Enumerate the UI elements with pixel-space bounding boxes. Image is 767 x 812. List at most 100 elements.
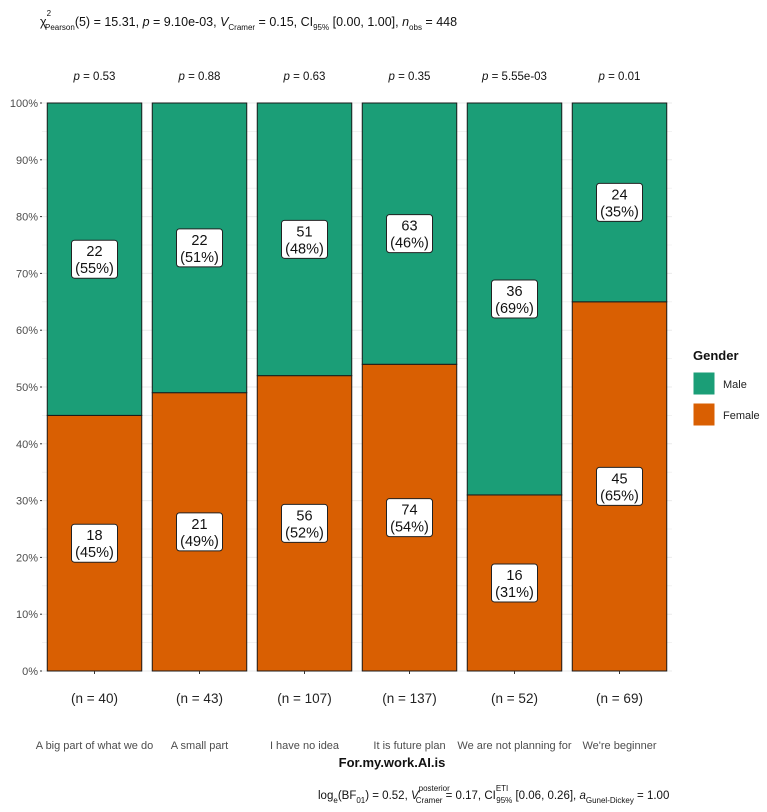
n-label: (n = 52) xyxy=(491,691,538,706)
data-label-percent: (51%) xyxy=(180,250,219,266)
data-label-male: 63(46%) xyxy=(386,214,433,254)
data-label-box xyxy=(71,523,118,563)
grid-lines xyxy=(42,102,672,672)
x-tick-label: We are not planning for xyxy=(457,740,571,752)
legend-swatch-male xyxy=(692,371,716,396)
data-label-count: 56 xyxy=(296,508,312,524)
legend-label-male: Male xyxy=(723,379,747,391)
title-chi-sup: 2 xyxy=(47,9,52,18)
cap-a-sym: a xyxy=(579,790,585,802)
n-label: (n = 137) xyxy=(382,691,436,706)
n-label: (n = 107) xyxy=(277,691,331,706)
data-label-percent: (65%) xyxy=(600,488,639,504)
p-value-label: p = 0.63 xyxy=(283,71,326,83)
data-label-percent: (48%) xyxy=(285,241,324,257)
data-label-count: 16 xyxy=(506,568,522,584)
p-value-label: p = 0.01 xyxy=(598,71,641,83)
title-n-rest: = 448 xyxy=(422,15,457,29)
data-label-male: 36(69%) xyxy=(491,279,538,319)
n-labels: (n = 40) (n = 43) (n = 107) (n = 137) (n = 5… xyxy=(71,691,643,706)
data-label-percent: (54%) xyxy=(390,520,429,536)
data-label-female: 16(31%) xyxy=(491,563,538,603)
data-label-percent: (46%) xyxy=(390,236,429,252)
data-label-box xyxy=(176,512,223,552)
data-label-count: 18 xyxy=(86,528,102,544)
p-value-labels: p = 0.53 p = 0.88 p = 0.63 p = 0.35 p = 5.55… xyxy=(73,71,641,83)
data-label-box xyxy=(596,466,643,506)
data-label-box xyxy=(281,503,328,543)
y-tick-label: 90% xyxy=(16,155,38,167)
legend-swatch-female xyxy=(692,402,716,427)
x-tick-label: A small part xyxy=(171,740,228,752)
title-n-sub: obs xyxy=(409,23,422,32)
data-label-percent: (45%) xyxy=(75,545,114,561)
legend: Gender Male Female xyxy=(692,348,760,427)
cap-bf-rest: ) = 0.52, xyxy=(365,790,411,802)
title-v-sub: Cramer xyxy=(228,23,255,32)
p-value-label: p = 0.35 xyxy=(388,71,431,83)
y-tick-label: 0% xyxy=(22,666,38,678)
data-label-male: 24(35%) xyxy=(596,182,643,222)
data-label-box xyxy=(491,279,538,319)
y-tick-label: 60% xyxy=(16,325,38,337)
data-label-percent: (49%) xyxy=(180,534,219,550)
cap-bf-sub: 01 xyxy=(356,796,365,805)
cap-log: log xyxy=(318,790,333,802)
y-axis: 0% 10% 20% 30% 40% 50% 60% 70% 80% 90% 100% xyxy=(10,98,42,678)
data-label-box xyxy=(281,219,328,259)
cap-ci-rest: [0.06, 0.26], xyxy=(512,790,579,802)
cap-v-rest: = 0.17, CI xyxy=(442,790,495,802)
data-label-male: 22(55%) xyxy=(71,239,118,279)
data-label-count: 45 xyxy=(611,471,627,487)
y-tick-label: 10% xyxy=(16,609,38,621)
x-tick-label: I have no idea xyxy=(270,740,340,752)
p-value-label: p = 0.53 xyxy=(73,71,116,83)
data-label-female: 21(49%) xyxy=(176,512,223,552)
p-value-label: p = 0.88 xyxy=(178,71,221,83)
data-label-percent: (52%) xyxy=(285,525,324,541)
y-tick-label: 20% xyxy=(16,552,38,564)
data-labels: 18(45%) 22(55%) 21(49%) 22(51%) 56(52%) 51(48… xyxy=(71,182,643,603)
title-p-sym: p xyxy=(142,15,150,29)
data-label-count: 74 xyxy=(401,503,417,519)
data-label-count: 51 xyxy=(296,224,312,240)
cap-ci-sub: 95% xyxy=(496,796,512,805)
x-axis: A big part of what we do A small part I ha… xyxy=(36,671,657,752)
title-n-sym: n xyxy=(402,15,409,29)
data-label-male: 51(48%) xyxy=(281,219,328,259)
n-label: (n = 69) xyxy=(596,691,643,706)
title-v-rest: = 0.15, CI xyxy=(255,15,313,29)
data-label-count: 24 xyxy=(611,187,627,203)
data-label-box xyxy=(386,498,433,538)
cap-v-sym: V xyxy=(411,790,420,802)
n-label: (n = 43) xyxy=(176,691,223,706)
cap-bf: (BF xyxy=(338,790,357,802)
data-label-percent: (35%) xyxy=(600,204,639,220)
y-tick-label: 70% xyxy=(16,268,38,280)
n-label: (n = 40) xyxy=(71,691,118,706)
data-label-count: 21 xyxy=(191,517,207,533)
data-label-box xyxy=(491,563,538,603)
cap-ci-sup: ETI xyxy=(496,784,508,793)
data-label-female: 74(54%) xyxy=(386,498,433,538)
x-axis-title: For.my.work.AI.is xyxy=(339,755,446,770)
cap-v-sub: Cramer xyxy=(416,796,443,805)
y-tick-label: 40% xyxy=(16,439,38,451)
cap-log-sub: e xyxy=(333,796,338,805)
data-label-box xyxy=(71,239,118,279)
x-tick-label: It is future plan xyxy=(373,740,445,752)
title-chi-sub: Pearson xyxy=(45,23,75,32)
data-label-box xyxy=(176,228,223,268)
data-label-female: 56(52%) xyxy=(281,503,328,543)
title-p-rest: = 9.10e-03, xyxy=(150,15,221,29)
data-label-count: 22 xyxy=(191,233,207,249)
data-label-box xyxy=(386,214,433,254)
data-label-count: 36 xyxy=(506,284,522,300)
title-ci-rest: [0.00, 1.00], xyxy=(329,15,402,29)
cap-a-sub: Gunel-Dickey xyxy=(586,796,634,805)
data-label-box xyxy=(596,182,643,222)
data-label-female: 18(45%) xyxy=(71,523,118,563)
y-tick-label: 80% xyxy=(16,212,38,224)
chart-title: χ2 Pearson(5) = 15.31, p = 9.10e-03, VCra… xyxy=(40,9,457,32)
